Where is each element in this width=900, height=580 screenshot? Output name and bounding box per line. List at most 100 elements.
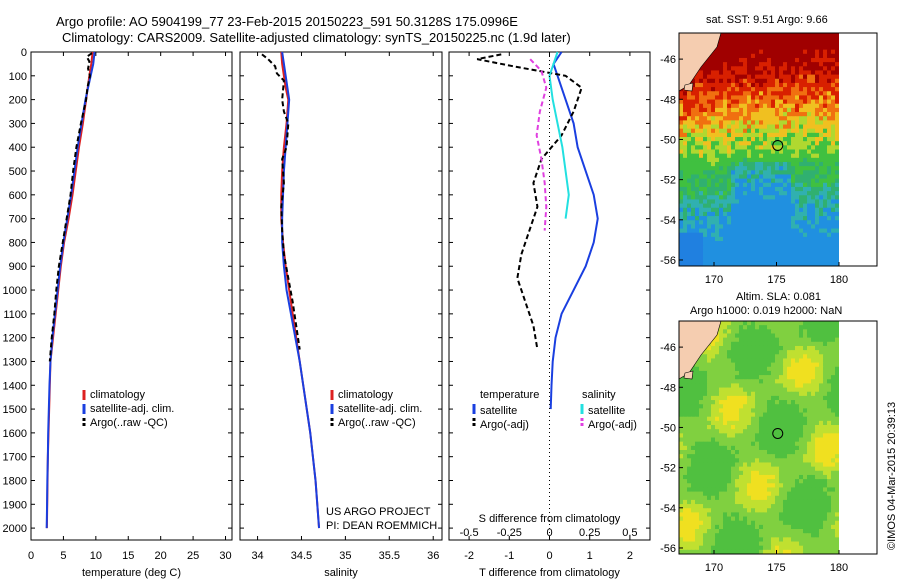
map-cell — [731, 529, 736, 534]
map-cell — [723, 149, 728, 155]
map-cell — [815, 99, 820, 105]
map-cell — [831, 141, 836, 146]
map-cell — [787, 433, 792, 438]
map-cell — [735, 174, 740, 180]
map-cell — [771, 224, 776, 230]
map-cell — [819, 170, 824, 175]
map-cell — [703, 249, 708, 255]
map-cell — [719, 333, 724, 339]
map-cell — [795, 437, 800, 443]
map-cell — [699, 253, 704, 259]
map-cell — [803, 479, 808, 484]
map-cell — [711, 57, 716, 63]
map-cell — [783, 337, 788, 343]
map-cell — [783, 433, 788, 438]
map-cell — [763, 87, 768, 92]
map-cell — [783, 520, 788, 526]
map-cell — [751, 33, 756, 38]
map-cell — [743, 333, 748, 339]
map-cell — [755, 49, 760, 55]
map-cell — [799, 512, 804, 518]
map-cell — [691, 224, 696, 230]
map-cell — [783, 216, 788, 221]
map-cell — [819, 53, 824, 59]
map-cell — [803, 128, 808, 134]
map-cell — [831, 345, 836, 351]
map-cell — [707, 161, 712, 167]
map-cell — [711, 120, 716, 126]
map-cell — [795, 216, 800, 221]
map-cell — [803, 412, 808, 418]
map-cell — [779, 178, 784, 184]
map-cell — [811, 199, 816, 205]
map-cell — [699, 120, 704, 126]
map-cell — [795, 408, 800, 414]
map-cell — [707, 375, 712, 380]
map-cell — [751, 107, 756, 113]
map-cell — [727, 549, 732, 555]
map-cell — [727, 53, 732, 59]
map-cell — [679, 541, 684, 547]
map-cell — [783, 333, 788, 339]
map-cell — [727, 232, 732, 238]
map-cell — [747, 529, 752, 534]
map-cell — [687, 195, 692, 200]
map-cell — [683, 245, 688, 250]
map-cell — [747, 537, 752, 543]
map-cell — [835, 358, 840, 364]
map-cell — [763, 241, 768, 246]
map-cell — [815, 120, 820, 126]
map-cell — [795, 41, 800, 46]
map-cell — [815, 362, 820, 368]
map-cell — [687, 541, 692, 547]
map-cell — [747, 112, 752, 117]
map-cell — [811, 333, 816, 339]
map-cell — [827, 533, 832, 538]
map-cell — [703, 99, 708, 105]
map-cell — [695, 91, 700, 96]
map-cell — [683, 241, 688, 246]
map-cell — [751, 462, 756, 468]
map-cell — [823, 62, 828, 67]
map-cell — [731, 107, 736, 113]
map-cell — [735, 474, 740, 480]
map-cell — [711, 70, 716, 76]
map-cell — [823, 362, 828, 368]
map-cell — [791, 479, 796, 484]
map-cell — [799, 412, 804, 418]
map-cell — [763, 95, 768, 101]
map-cell — [795, 483, 800, 488]
map-cell — [755, 220, 760, 225]
map-cell — [815, 474, 820, 480]
map-cell — [791, 474, 796, 480]
map-cell — [811, 350, 816, 355]
map-cell — [707, 487, 712, 493]
map-cell — [779, 454, 784, 459]
map-cell — [723, 445, 728, 451]
map-cell — [699, 441, 704, 447]
map-cell — [683, 416, 688, 422]
map-cell — [815, 520, 820, 526]
map-cell — [823, 203, 828, 209]
map-cell — [835, 37, 840, 42]
series-line-argo---raw--qc- — [48, 52, 93, 362]
map-cell — [751, 329, 756, 334]
map-cell — [831, 257, 836, 263]
map-cell — [783, 124, 788, 130]
map-cell — [687, 141, 692, 146]
map-cell — [683, 141, 688, 146]
map-cell — [747, 449, 752, 455]
map-cell — [751, 91, 756, 96]
map-cell — [815, 103, 820, 109]
map-cell — [799, 153, 804, 159]
map-cell — [747, 341, 752, 347]
map-cell — [759, 545, 764, 551]
map-cell — [815, 354, 820, 359]
map-cell — [771, 261, 776, 267]
map-cell — [799, 182, 804, 188]
map-cell — [755, 387, 760, 393]
map-cell — [679, 207, 684, 213]
map-cell — [711, 195, 716, 200]
map-cell — [731, 333, 736, 339]
map-cell — [751, 391, 756, 397]
